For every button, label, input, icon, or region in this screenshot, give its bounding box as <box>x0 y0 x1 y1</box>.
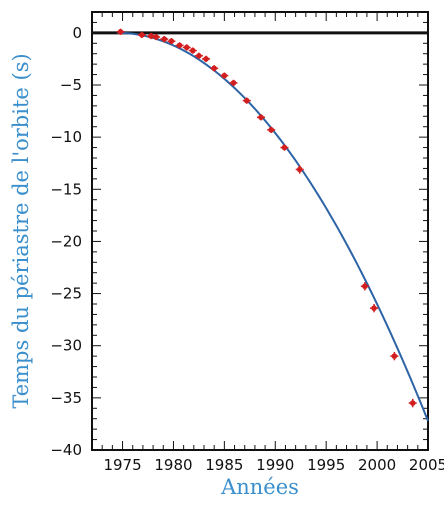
point-marker <box>268 127 275 133</box>
y-tick-label: −15 <box>50 180 82 198</box>
y-tick-label: −10 <box>50 128 82 146</box>
y-tick-label: −35 <box>50 389 82 407</box>
x-tick-label: 1990 <box>256 456 294 474</box>
point-marker <box>139 32 145 38</box>
point-marker <box>281 144 288 151</box>
y-tick-label: −25 <box>50 285 82 303</box>
data-point <box>182 44 191 51</box>
data-point <box>152 33 161 41</box>
point-marker <box>258 114 264 121</box>
x-tick-label: 2000 <box>358 456 396 474</box>
point-marker <box>203 56 209 62</box>
data-point <box>390 351 399 361</box>
point-marker <box>243 97 250 104</box>
point-marker <box>190 47 196 54</box>
data-point <box>242 97 251 104</box>
data-point <box>370 304 379 313</box>
data-point <box>210 65 219 72</box>
data-point <box>202 55 211 63</box>
x-tick-label: 1980 <box>154 456 192 474</box>
data-point <box>137 31 146 39</box>
data-point <box>160 35 169 43</box>
y-tick-label: −30 <box>50 337 82 355</box>
point-marker <box>176 42 183 49</box>
data-point <box>229 79 238 87</box>
data-point <box>220 72 229 79</box>
data-point <box>280 144 289 151</box>
point-marker <box>117 29 124 35</box>
data-point <box>116 28 125 35</box>
point-marker <box>230 80 237 86</box>
x-axis-label: Années <box>220 475 299 499</box>
data-point <box>408 398 417 408</box>
x-tick-label: 1975 <box>103 456 141 474</box>
point-marker <box>362 283 368 290</box>
axis-ticks <box>91 11 429 451</box>
point-marker <box>296 166 303 173</box>
y-tick-label: 0 <box>72 24 82 42</box>
y-tick-label: −20 <box>50 232 82 250</box>
data-point <box>175 42 184 49</box>
y-axis-label: Temps du périastre de l'orbite (s) <box>9 53 33 408</box>
plot-frame <box>91 11 429 451</box>
y-tick-label: −40 <box>50 441 82 459</box>
point-marker <box>161 36 168 42</box>
point-marker <box>168 38 175 44</box>
tick-labels: 1975 1980 1985 1990 1995 2000 2005 0 −5 −10 −15 −20… <box>50 24 444 474</box>
data-point <box>295 165 304 174</box>
point-marker <box>153 34 159 40</box>
point-marker <box>409 400 416 406</box>
point-marker <box>148 33 154 39</box>
point-marker <box>391 353 398 359</box>
data-point <box>360 282 369 291</box>
point-marker <box>211 65 217 72</box>
point-marker <box>183 44 190 51</box>
data-point <box>167 38 176 45</box>
fit-curve <box>117 31 429 422</box>
data-point <box>188 47 197 54</box>
data-point <box>267 126 276 133</box>
x-tick-label: 2005 <box>409 456 444 474</box>
point-marker <box>371 305 377 311</box>
y-tick-label: −5 <box>60 76 82 94</box>
data-point <box>257 114 266 121</box>
data-points <box>116 28 417 408</box>
x-tick-label: 1995 <box>307 456 345 474</box>
point-marker <box>196 53 202 59</box>
data-point <box>194 52 203 59</box>
x-tick-label: 1985 <box>205 456 243 474</box>
point-marker <box>221 72 228 79</box>
